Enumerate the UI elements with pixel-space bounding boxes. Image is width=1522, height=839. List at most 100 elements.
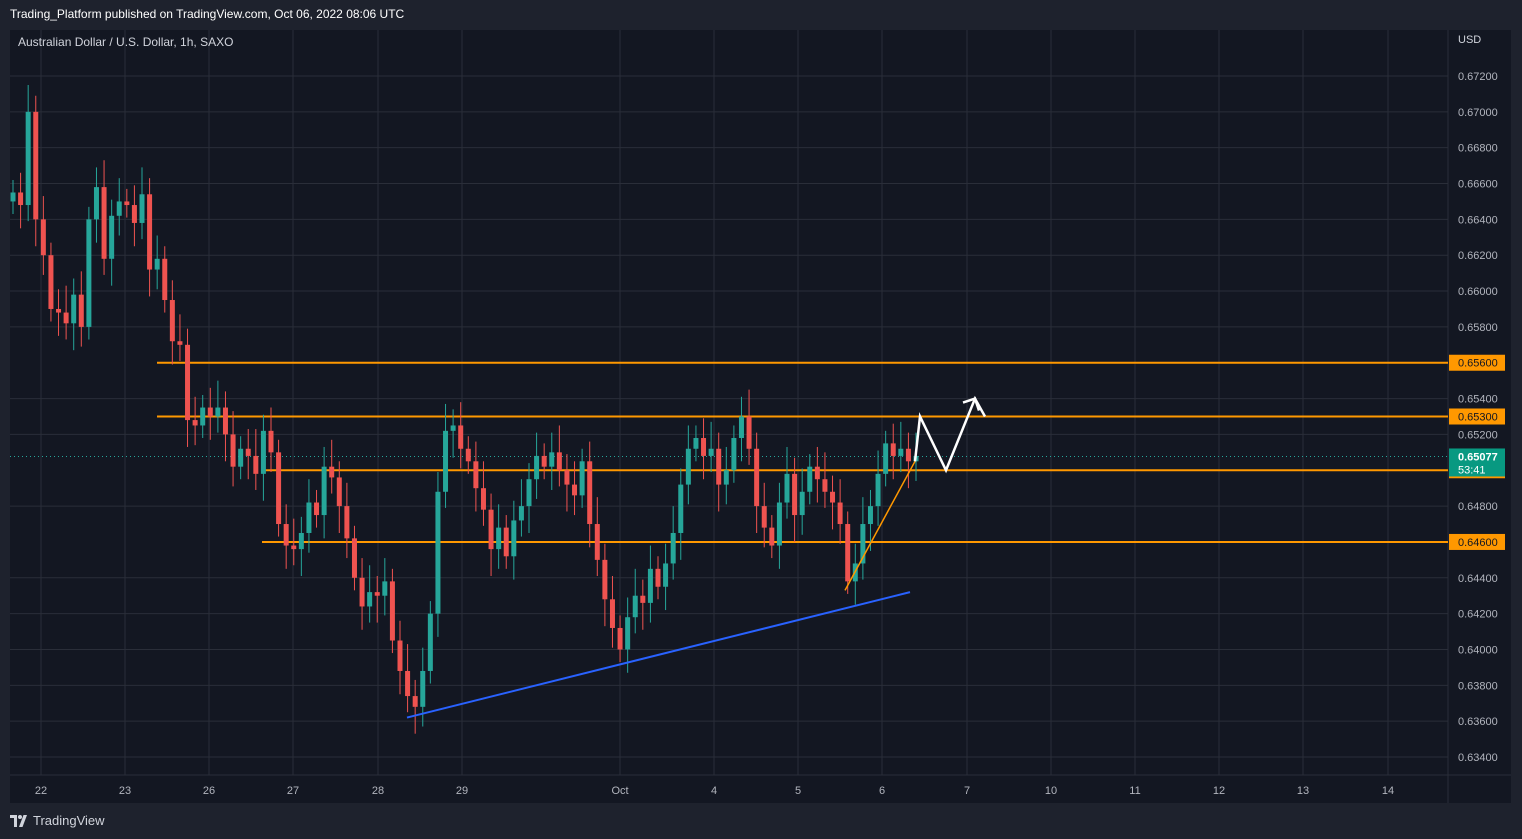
candle-body xyxy=(572,484,578,496)
candle-body xyxy=(784,473,790,503)
candle-body xyxy=(898,448,904,456)
candle-layer xyxy=(10,84,919,734)
trend-line-support xyxy=(406,591,911,719)
candle-body xyxy=(40,219,46,256)
candle-body xyxy=(814,466,820,480)
x-tick-label: 12 xyxy=(1213,785,1225,797)
price-scale-currency[interactable]: USD xyxy=(1458,34,1482,46)
candle-body xyxy=(716,448,722,485)
candle-body xyxy=(890,443,896,456)
candle-body xyxy=(109,215,115,259)
x-tick-label: 6 xyxy=(879,785,885,797)
candle-body xyxy=(93,187,99,220)
candle-body xyxy=(549,452,555,467)
candle-body xyxy=(374,592,380,596)
level-price-tag-text: 0.64600 xyxy=(1458,537,1498,549)
candle-body xyxy=(329,466,335,478)
y-tick-label: 0.64200 xyxy=(1458,609,1498,621)
candle-body xyxy=(746,416,752,449)
candle-body xyxy=(693,438,699,449)
candle-body xyxy=(283,524,289,546)
y-tick-label: 0.65400 xyxy=(1458,394,1498,406)
candle-body xyxy=(200,407,206,426)
candle-body xyxy=(609,599,615,628)
y-tick-label: 0.67200 xyxy=(1458,71,1498,83)
candle-body xyxy=(162,258,168,301)
candle-body xyxy=(177,341,183,345)
candle-body xyxy=(905,448,911,462)
candle-body xyxy=(298,532,304,550)
candle-body xyxy=(480,488,486,510)
y-tick-label: 0.63600 xyxy=(1458,716,1498,728)
level-layer xyxy=(10,361,1448,543)
x-tick-label: 28 xyxy=(372,785,384,797)
candle-body xyxy=(382,581,388,596)
candle-body xyxy=(647,568,653,603)
x-tick-label: 11 xyxy=(1129,785,1140,797)
candle-body xyxy=(518,506,524,521)
x-tick-layer: 22 23 26 27 28 29 Oct 4 5 6 7 10 11 12 13 14 xyxy=(35,785,1394,797)
candle-body xyxy=(78,294,84,327)
candle-body xyxy=(412,696,418,707)
candle-body xyxy=(875,473,881,507)
candle-body xyxy=(48,255,54,309)
trend-line-rising xyxy=(844,460,916,591)
candle-body xyxy=(154,258,160,270)
candle-body xyxy=(131,205,137,223)
symbol-title[interactable]: Australian Dollar / U.S. Dollar, 1h, SAX… xyxy=(18,35,234,49)
candle-body xyxy=(420,670,426,707)
candle-body xyxy=(124,201,130,206)
candle-body xyxy=(822,479,828,492)
y-tick-label: 0.64400 xyxy=(1458,573,1498,585)
candle-body xyxy=(830,491,836,503)
y-tick-label: 0.64000 xyxy=(1458,644,1498,656)
brand-label: TradingView xyxy=(33,813,105,828)
x-tick-label: Oct xyxy=(611,785,628,797)
candle-body xyxy=(511,520,517,557)
candle-body xyxy=(860,524,866,564)
candle-body xyxy=(230,434,236,467)
candle-body xyxy=(314,502,320,516)
candle-body xyxy=(640,595,646,603)
candle-body xyxy=(367,592,373,607)
y-tick-label: 0.66000 xyxy=(1458,286,1498,298)
candle-body xyxy=(238,448,244,467)
candle-body xyxy=(253,455,259,474)
candle-body xyxy=(291,545,297,550)
candle-body xyxy=(867,506,873,525)
candle-body xyxy=(488,509,494,550)
candle-body xyxy=(708,448,714,456)
candle-body xyxy=(245,448,251,456)
y-tick-label: 0.65200 xyxy=(1458,429,1498,441)
candle-body xyxy=(845,524,851,582)
candle-body xyxy=(738,416,744,439)
candle-body xyxy=(25,111,31,206)
candle-body xyxy=(761,506,767,528)
last-price-value: 0.65077 xyxy=(1458,451,1498,463)
x-tick-label: 26 xyxy=(203,785,215,797)
y-tick-label: 0.63400 xyxy=(1458,752,1498,764)
candle-body xyxy=(192,420,198,426)
candle-body xyxy=(344,506,350,539)
candle-body xyxy=(594,524,600,560)
x-tick-label: 10 xyxy=(1045,785,1057,797)
candle-body xyxy=(625,617,631,650)
level-price-tag xyxy=(1449,408,1505,425)
projection-path xyxy=(913,395,987,474)
candle-body xyxy=(207,407,213,417)
level-price-tag-text: 0.65600 xyxy=(1458,358,1498,370)
level-price-tag-text: 0.65300 xyxy=(1458,412,1498,424)
candle-body xyxy=(435,491,441,614)
candle-body xyxy=(268,430,274,453)
tradingview-brand[interactable]: TradingView xyxy=(10,813,105,828)
y-tick-label: 0.66600 xyxy=(1458,179,1498,191)
x-tick-label: 29 xyxy=(456,785,468,797)
candle-body xyxy=(465,448,471,462)
candle-body xyxy=(883,443,889,474)
candle-body xyxy=(169,300,175,342)
x-tick-label: 27 xyxy=(287,785,299,797)
level-price-tag xyxy=(1449,354,1505,371)
